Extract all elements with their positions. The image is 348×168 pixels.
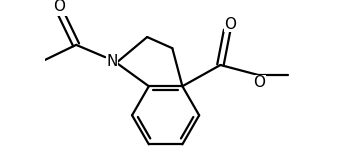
Text: O: O xyxy=(224,17,236,32)
Text: N: N xyxy=(106,54,118,69)
Text: O: O xyxy=(53,0,65,14)
Text: O: O xyxy=(254,75,266,90)
